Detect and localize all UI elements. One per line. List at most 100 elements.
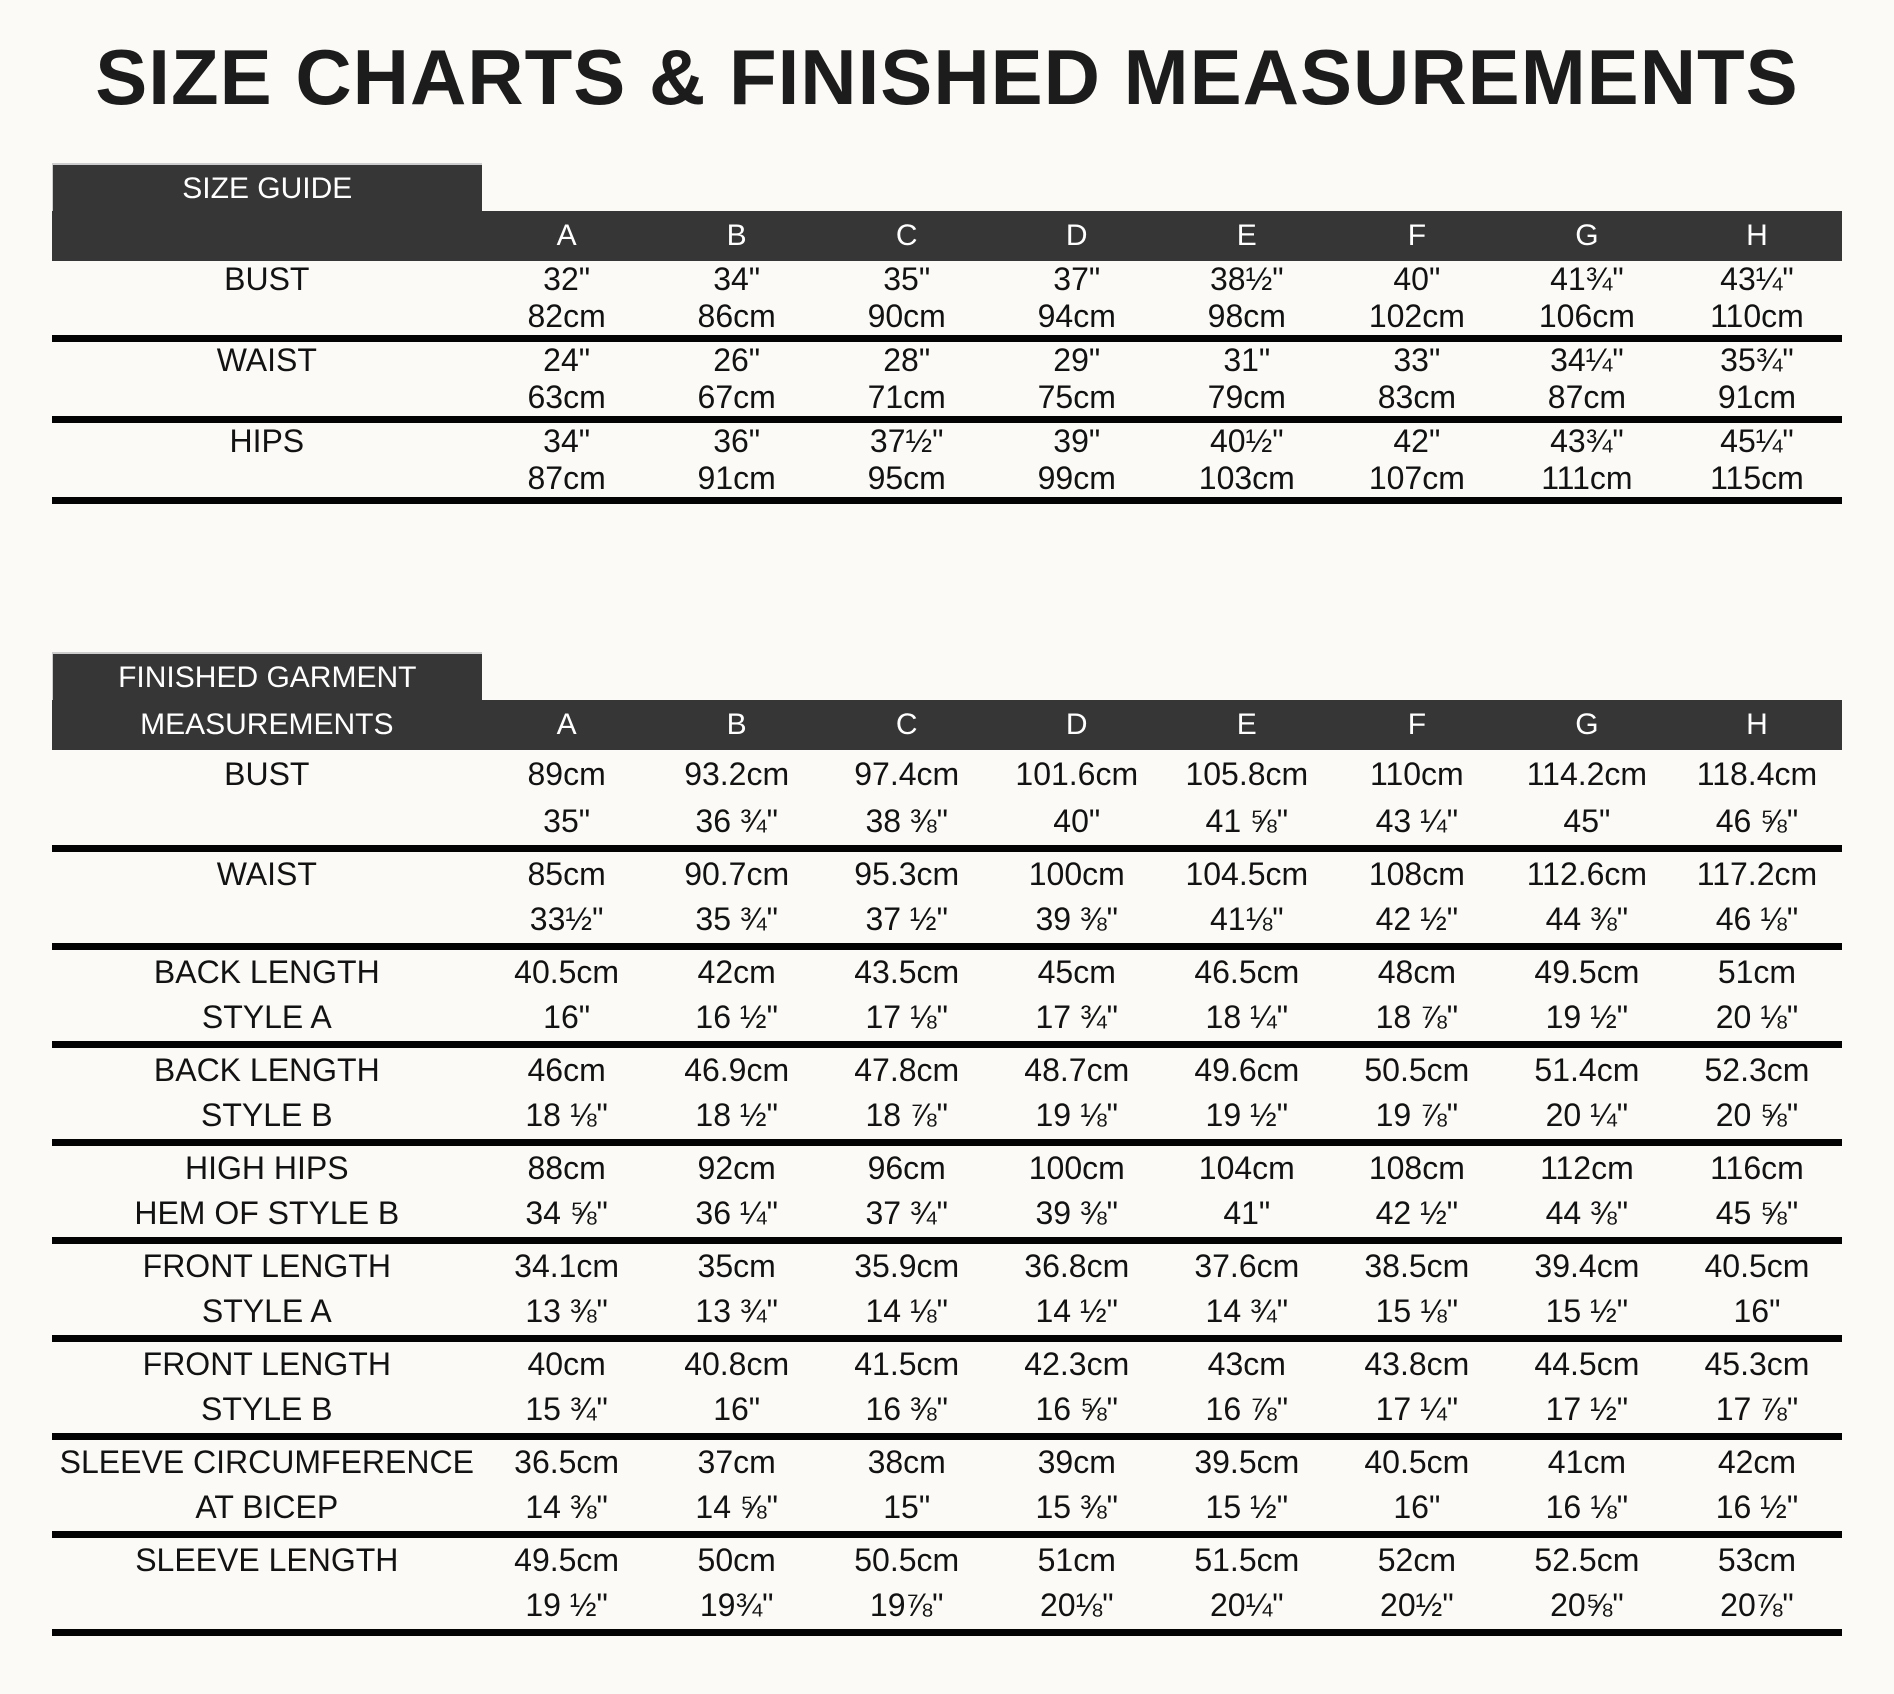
measurement-cell: 33½" [481,897,652,950]
measurement-cell: 63cm [481,379,652,423]
finished-garment-table: MEASUREMENTS A B C D E F G H BUST 89cm 93.… [52,700,1842,1636]
measurement-cell: 34 ⅝" [481,1191,652,1244]
measurement-cell: 20 ¼" [1501,1093,1672,1146]
measurement-cell: 40" [991,799,1162,852]
measurement-cell: 14 ⅜" [481,1485,652,1538]
measurement-cell: 40.5cm [1364,1443,1470,1480]
measurement-cell: 41⅛" [1161,897,1332,950]
size-guide-tab-label: SIZE GUIDE [182,172,353,205]
measurement-cell: 43.8cm [1364,1345,1470,1382]
header-corner-cell [52,211,482,261]
row-label: HIGH HIPS [185,1149,349,1186]
measurement-cell: 45¼" [1720,423,1794,459]
measurement-cell: 31" [1223,342,1271,378]
measurement-cell: 13 ⅜" [481,1289,652,1342]
measurement-cell: 46 ⅝" [1671,799,1842,852]
measurement-cell: 111cm [1501,460,1672,504]
column-header: B [651,700,822,750]
column-header: F [1331,700,1502,750]
measurement-cell: 37" [1053,261,1101,297]
measurement-cell: 40½" [1209,423,1284,459]
measurement-cell: 42cm [697,953,776,990]
finished-garment-tab: FINISHED GARMENT [52,652,482,700]
row-label: BUST [224,756,310,792]
column-header: A [481,211,652,261]
measurement-cell: 37 ¾" [821,1191,992,1244]
measurement-row: FRONT LENGTH 34.1cm 35cm 35.9cm 36.8cm 37.6cm… [52,1240,1842,1289]
measurement-cell: 112.6cm [1526,855,1648,892]
measurement-cell: 17 ¼" [1331,1387,1502,1440]
measurement-cell: 101.6cm [1015,756,1139,792]
measurement-cell: 18 ¼" [1161,995,1332,1048]
measurement-cell: 110cm [1370,756,1464,792]
measurement-cell: 37½" [869,423,944,459]
measurement-cell: 107cm [1331,460,1502,504]
measurement-cell: 52.3cm [1704,1051,1810,1088]
measurement-cell: 75cm [991,379,1162,423]
row-label [52,379,482,423]
measurement-cell: 19 ½" [481,1583,652,1636]
measurement-cell: 19 ⅛" [991,1093,1162,1146]
measurement-cell: 93.2cm [684,756,790,792]
row-label: SLEEVE CIRCUMFERENCE [59,1443,474,1480]
measurement-cell: 46.9cm [684,1051,790,1088]
measurement-cell: 110cm [1671,298,1842,342]
measurement-cell: 16" [1331,1485,1502,1538]
measurement-cell: 16 ½" [1671,1485,1842,1538]
measurement-cell: 108cm [1368,855,1465,892]
measurement-cell: 35¾" [1720,342,1794,378]
measurement-cell: 89cm [527,756,606,792]
row-label: WAIST [216,342,317,378]
measurement-row: WAIST 85cm 90.7cm 95.3cm 100cm 104.5cm 108cm 11… [52,848,1842,897]
measurement-cell: 87cm [481,460,652,504]
row-label: STYLE A [52,995,482,1048]
measurement-cell: 39cm [1037,1443,1116,1480]
measurement-cell: 28" [883,342,931,378]
measurement-cell: 34¼" [1550,342,1624,378]
measurement-cell: 17 ⅞" [1671,1387,1842,1440]
measurement-cell: 15 ½" [1501,1289,1672,1342]
measurement-row: STYLE B 18 ⅛" 18 ½" 18 ⅞" 19 ⅛" 19 ½" 19 ⅞" 20 … [52,1093,1842,1146]
row-label: BUST [224,261,310,297]
measurement-cell: 41 ⅝" [1161,799,1332,852]
measurement-cell: 16 ⅝" [991,1387,1162,1440]
measurement-cell: 17 ⅛" [821,995,992,1048]
measurement-cell: 45.3cm [1704,1345,1810,1382]
finished-garment-body: BUST 89cm 93.2cm 97.4cm 101.6cm 105.8cm 110cm 1… [52,750,1842,1636]
column-header: H [1671,700,1842,750]
measurement-cell: 87cm [1501,379,1672,423]
measurement-cell: 35" [481,799,652,852]
measurement-cell: 18 ⅞" [821,1093,992,1146]
measurement-cell: 115cm [1671,460,1842,504]
measurement-row: SLEEVE CIRCUMFERENCE 36.5cm 37cm 38cm 39cm 39… [52,1436,1842,1485]
measurement-cell: 90.7cm [684,855,790,892]
measurement-cell: 99cm [991,460,1162,504]
measurement-cell: 104cm [1198,1149,1295,1186]
measurement-cell: 92cm [697,1149,776,1186]
measurement-row: STYLE B 15 ¾" 16" 16 ⅜" 16 ⅝" 16 ⅞" 17 ¼" 17 ½"… [52,1387,1842,1440]
measurement-cell: 14 ½" [991,1289,1162,1342]
measurement-cell: 106cm [1501,298,1672,342]
measurement-cell: 39" [1053,423,1101,459]
measurement-cell: 91cm [651,460,822,504]
measurement-cell: 88cm [527,1149,606,1186]
measurement-row: HIGH HIPS 88cm 92cm 96cm 100cm 104cm 108cm 112c… [52,1142,1842,1191]
finished-column-header-row: MEASUREMENTS A B C D E F G H [52,700,1842,750]
measurement-cell: 20⅞" [1671,1583,1842,1636]
measurement-cell: 48.7cm [1024,1051,1130,1088]
measurement-cell: 45" [1501,799,1672,852]
measurement-cell: 14 ⅛" [821,1289,992,1342]
measurement-cell: 117.2cm [1696,855,1818,892]
measurement-cell: 24" [543,342,591,378]
measurement-cell: 50cm [697,1541,776,1578]
measurement-row: AT BICEP 14 ⅜" 14 ⅝" 15" 15 ⅜" 15 ½" 16" 16 ⅛" 1… [52,1485,1842,1538]
column-header: D [991,211,1162,261]
measurement-cell: 38½" [1209,261,1284,297]
measurement-row: STYLE A 16" 16 ½" 17 ⅛" 17 ¾" 18 ¼" 18 ⅞" 19 ½"… [52,995,1842,1048]
measurement-cell: 43cm [1207,1345,1286,1382]
measurement-cell: 36.5cm [514,1443,620,1480]
row-label: BACK LENGTH [153,953,380,990]
measurement-cell: 16" [481,995,652,1048]
measurement-cell: 36.8cm [1024,1247,1130,1284]
row-label: STYLE B [52,1387,482,1440]
